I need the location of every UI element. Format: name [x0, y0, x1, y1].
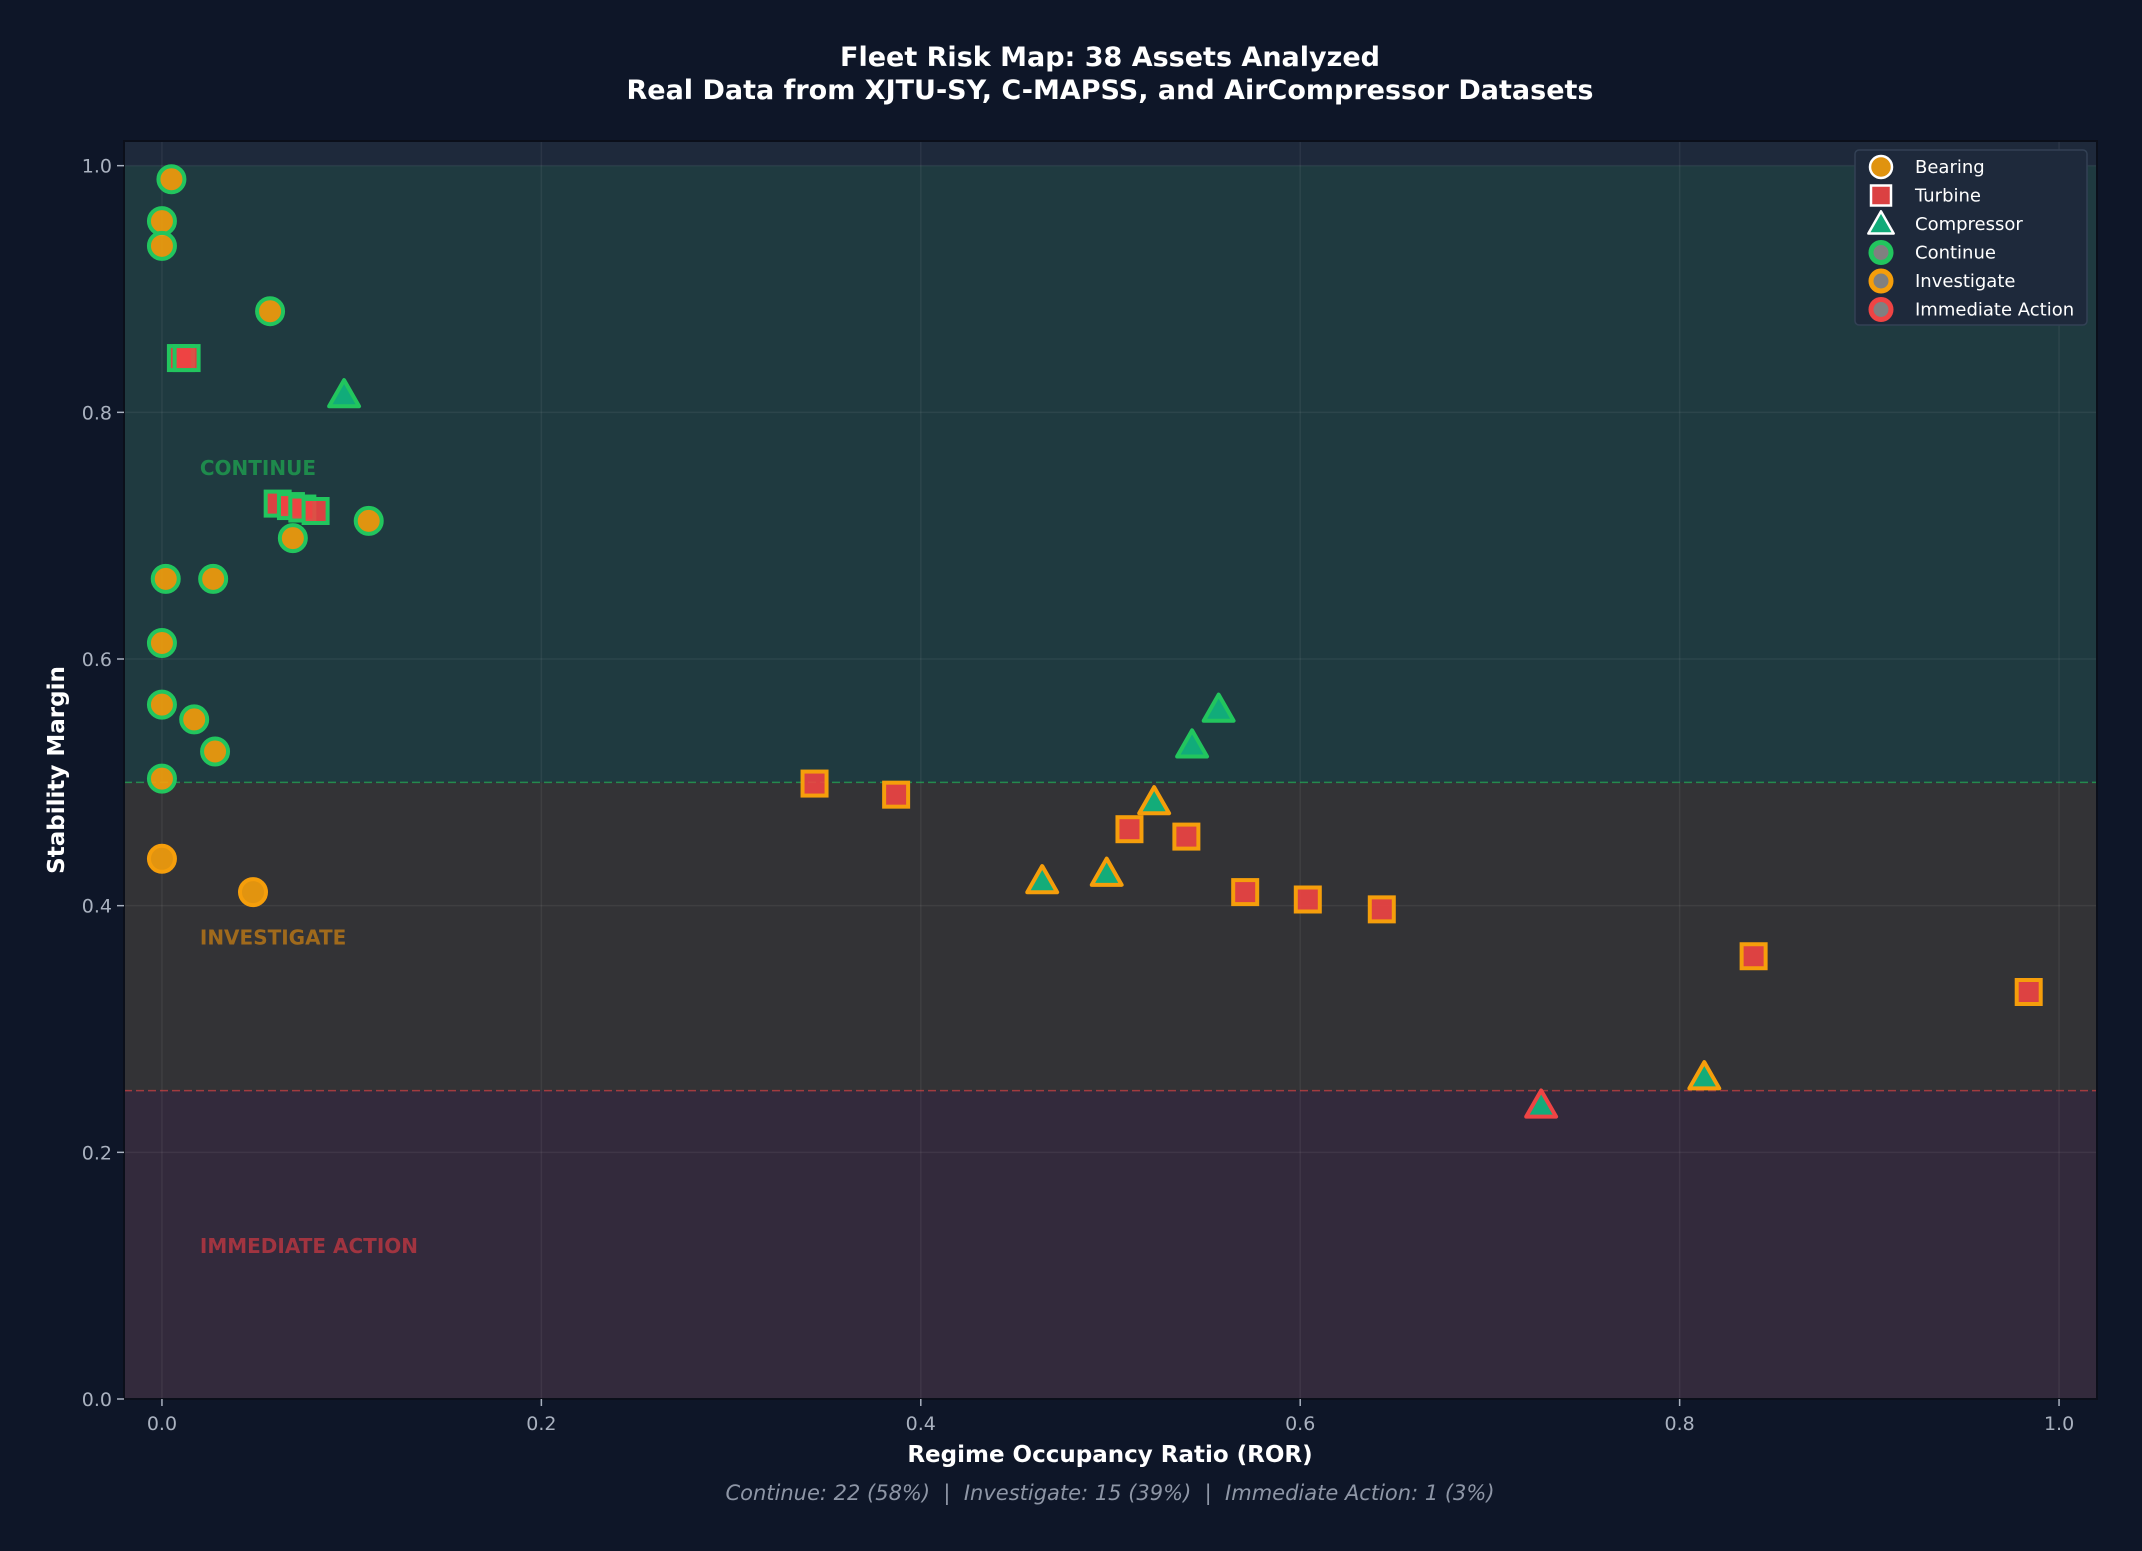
data-point-compressor [1201, 692, 1236, 723]
legend-marker-bearing [1868, 154, 1894, 180]
data-point-turbine [1293, 885, 1322, 914]
data-point-bearing [277, 523, 308, 554]
chart-subtitle: Real Data from XJTU-SY, C-MAPSS, and Air… [626, 75, 1593, 106]
data-point-bearing [255, 296, 286, 327]
legend-marker-compressor [1867, 210, 1895, 235]
data-point-turbine [1231, 878, 1260, 907]
data-point-compressor [1025, 864, 1060, 895]
legend: Bearing Turbine Compressor Continue Investig… [1854, 149, 2088, 326]
data-point-bearing [156, 164, 187, 195]
x-tick-label: 0.6 [1285, 1413, 1315, 1435]
data-point-bearing [179, 704, 210, 735]
x-tick-label: 0.4 [906, 1413, 936, 1435]
data-point-bearing [198, 563, 229, 594]
data-point-compressor [1175, 728, 1210, 759]
x-tick-label: 0.0 [147, 1413, 177, 1435]
y-tick-label: 0.4 [82, 896, 112, 918]
data-point-bearing [146, 763, 177, 794]
zone-label: IMMEDIATE ACTION [200, 1234, 418, 1258]
x-axis-label: Regime Occupancy Ratio (ROR) [907, 1442, 1312, 1468]
legend-marker-continue [1868, 240, 1894, 265]
data-point-compressor [1524, 1088, 1559, 1119]
data-point-bearing [146, 689, 177, 720]
legend-label: Immediate Action [1915, 300, 2074, 321]
data-point-bearing [146, 627, 177, 658]
footer-summary: Continue: 22 (58%) | Investigate: 15 (39… [725, 1481, 1494, 1506]
data-point-compressor [1137, 785, 1172, 816]
zone-band-immediate-action [124, 1090, 2097, 1399]
data-point-turbine [1115, 815, 1144, 844]
y-tick-label: 0.8 [82, 402, 112, 424]
data-point-bearing [150, 563, 181, 594]
data-point-turbine [301, 497, 330, 525]
data-point-turbine [1739, 942, 1768, 971]
x-tick-label: 0.8 [1665, 1413, 1695, 1435]
legend-marker-investigate [1868, 268, 1894, 294]
data-point-turbine [2014, 978, 2043, 1006]
x-tick-label: 0.2 [526, 1413, 556, 1435]
legend-label: Investigate [1915, 271, 2015, 292]
y-tick-label: 0.0 [82, 1389, 112, 1411]
legend-label: Compressor [1915, 214, 2023, 235]
y-tick-label: 0.2 [82, 1142, 112, 1164]
data-point-turbine [1367, 895, 1396, 924]
y-axis-label: Stability Margin [44, 666, 70, 874]
legend-marker-turbine [1869, 184, 1893, 207]
legend-label: Continue [1915, 243, 1996, 264]
data-point-compressor [327, 378, 362, 409]
data-point-turbine [172, 344, 201, 373]
legend-label: Bearing [1915, 157, 1985, 178]
zone-band-continue [124, 165, 2097, 783]
zone-label: CONTINUE [200, 456, 316, 480]
data-point-bearing [200, 736, 231, 767]
data-point-bearing [238, 877, 269, 908]
data-point-turbine [882, 780, 911, 809]
data-point-turbine [1172, 822, 1201, 851]
chart-title: Fleet Risk Map: 38 Assets Analyzed [840, 42, 1380, 73]
data-point-turbine [800, 769, 829, 798]
legend-box [1854, 149, 2088, 326]
legend-marker-immediate-action [1868, 297, 1894, 322]
data-point-bearing [146, 206, 177, 237]
data-point-bearing [146, 843, 177, 874]
zone-label: INVESTIGATE [200, 926, 346, 950]
plot-frame [123, 140, 2098, 1400]
y-tick-label: 1.0 [82, 156, 112, 178]
data-point-compressor [1687, 1060, 1722, 1091]
zone-band-investigate [124, 782, 2097, 1091]
plot-area: CONTINUE INVESTIGATE IMMEDIATE ACTION 0.0 0.… [82, 140, 2098, 1435]
data-point-compressor [1089, 856, 1124, 887]
data-point-bearing [353, 505, 384, 536]
y-tick-label: 0.6 [82, 649, 112, 671]
x-tick-label: 1.0 [2044, 1413, 2074, 1435]
data-point-bearing [146, 230, 177, 261]
legend-label: Turbine [1914, 186, 1981, 207]
